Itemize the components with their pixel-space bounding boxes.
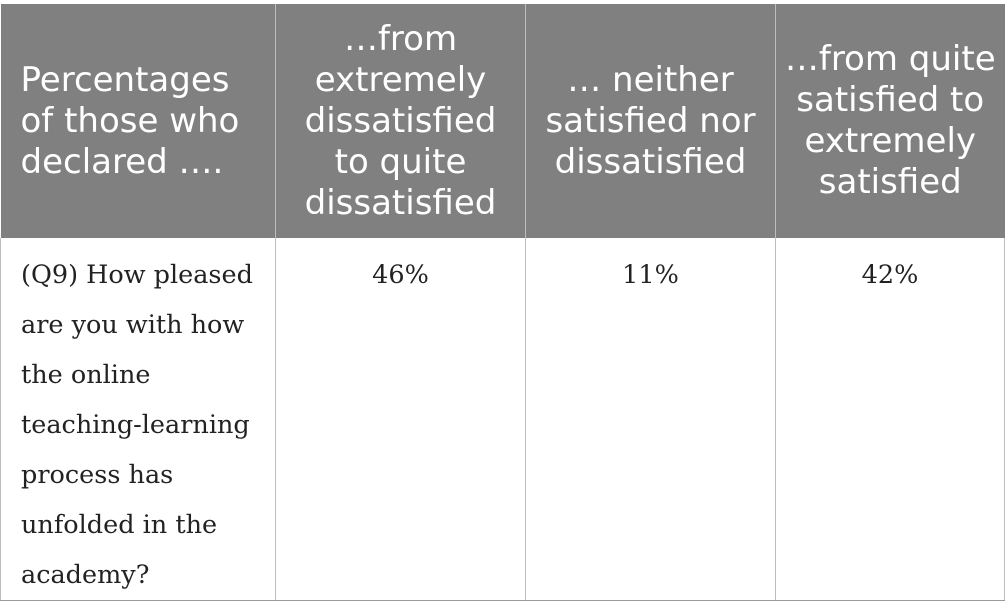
- dissatisfied-value-cell: 46%: [275, 238, 526, 601]
- header-percentages-declared: Percentages of those who declared ….: [0, 4, 276, 238]
- table-row: (Q9) How pleased are you with how the on…: [0, 238, 1005, 601]
- header-neutral: … neither satisfied nor dissatisfied: [525, 4, 776, 238]
- survey-results-table: Percentages of those who declared …. …fr…: [0, 4, 1005, 601]
- header-satisfied: …from quite satisfied to extremely satis…: [775, 4, 1005, 238]
- table-body: (Q9) How pleased are you with how the on…: [0, 238, 1005, 601]
- header-row: Percentages of those who declared …. …fr…: [0, 4, 1005, 238]
- neutral-value-cell: 11%: [525, 238, 776, 601]
- question-cell: (Q9) How pleased are you with how the on…: [0, 238, 276, 601]
- table-header: Percentages of those who declared …. …fr…: [0, 4, 1005, 238]
- satisfied-value-cell: 42%: [775, 238, 1005, 601]
- header-dissatisfied: …from extremely dissatisfied to quite di…: [275, 4, 526, 238]
